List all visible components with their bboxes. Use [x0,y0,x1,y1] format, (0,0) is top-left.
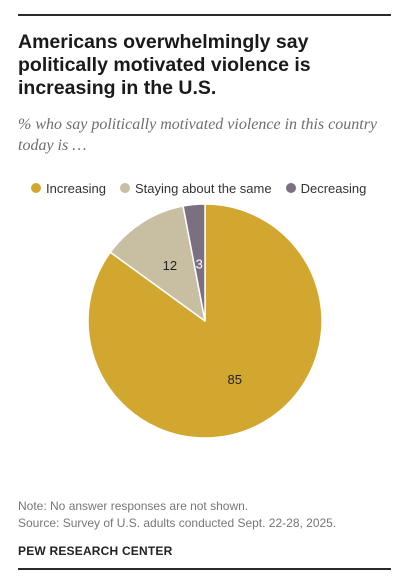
pie-slice-staying-about-the-same [109,205,206,322]
legend-label-staying: Staying about the same [134,180,272,196]
pie-slice-increasing [87,203,323,439]
data-label-staying-about-the-same: 12 [163,258,177,273]
legend-item-staying: Staying about the same [119,180,272,196]
legend-swatch-increasing [31,183,41,193]
brand-wordmark: PEW RESEARCH CENTER [18,544,173,558]
data-label-decreasing: 3 [196,256,203,271]
chart-title: Americans overwhelmingly say politically… [18,31,311,99]
legend-swatch-staying [119,183,130,193]
top-rule [18,14,391,16]
data-label-increasing: 85 [228,372,242,387]
legend-swatch-decreasing [285,183,296,193]
bottom-rule [18,568,391,570]
chart-source: Source: Survey of U.S. adults conducted … [18,516,337,530]
legend-item-decreasing: Decreasing [285,180,367,196]
pie-slice-decreasing [182,203,206,322]
legend-label-decreasing: Decreasing [300,180,367,196]
chart-subtitle: % who say politically motivated violence… [18,116,378,154]
legend-label-increasing: Increasing [46,180,106,196]
chart-note: Note: No answer responses are not shown. [18,499,249,513]
chart-legend: Increasing Staying about the same Decrea… [31,180,366,196]
legend-item-increasing: Increasing [31,181,106,196]
